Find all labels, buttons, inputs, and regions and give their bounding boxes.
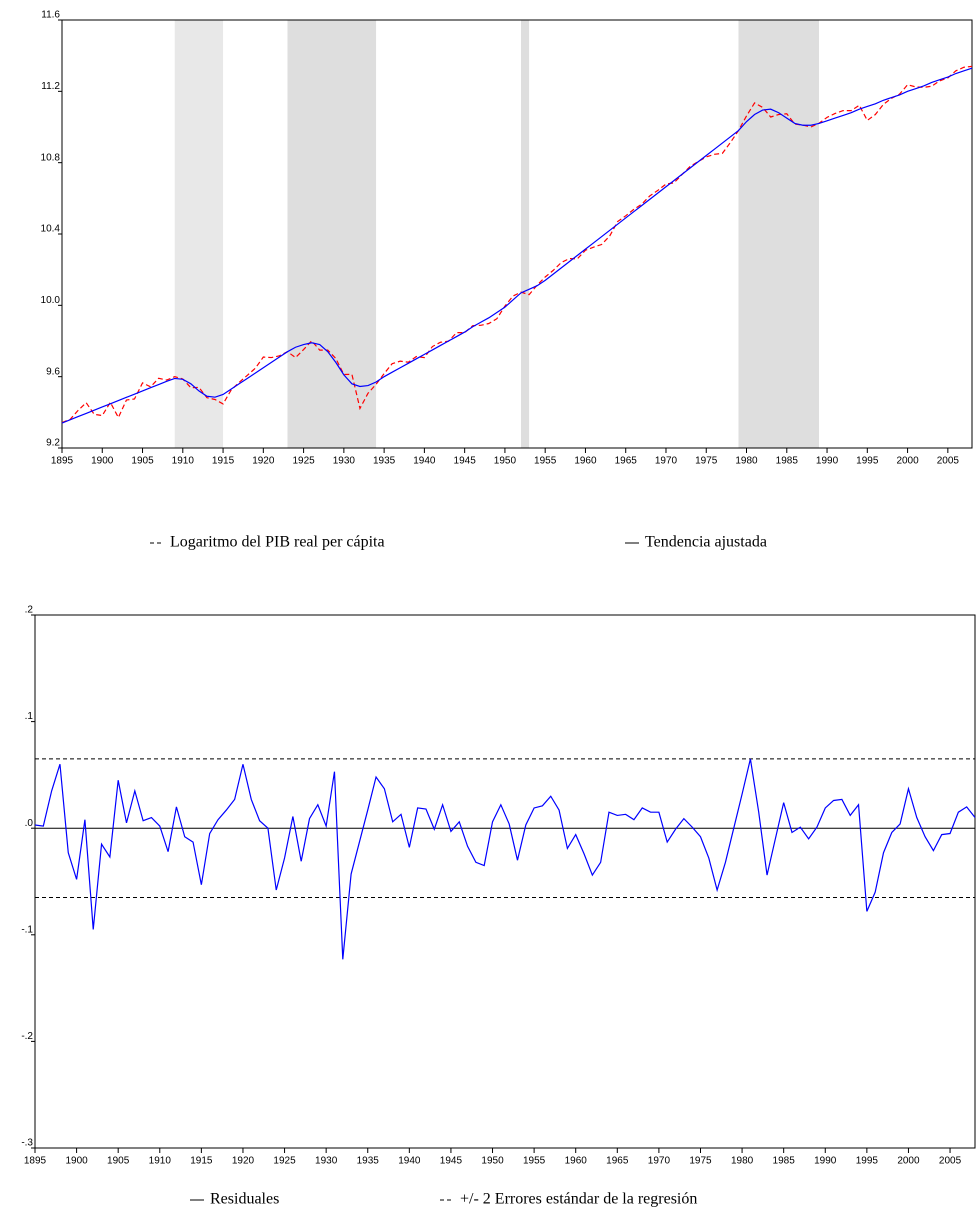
x-tick-label: 1945 [454,456,477,467]
legend-label legend: Tendencia ajustada [645,534,767,551]
x-tick-label: 1920 [252,456,275,467]
x-tick-label: 1945 [440,1156,463,1167]
x-tick-label: 2005 [939,1156,962,1167]
x-tick-label: 1940 [413,456,436,467]
x-tick-label: 1990 [814,1156,837,1167]
shaded-period [738,20,819,448]
y-tick-label: -.2 [21,1031,33,1042]
y-tick-label: -.1 [21,924,33,935]
y-tick-label: 9.2 [46,438,60,449]
legend-label legend: Residuales [210,1191,279,1208]
x-tick-label: 1965 [615,456,638,467]
legend-label legend: +/- 2 Errores estándar de la regresión [460,1191,697,1208]
legend-label legend: Logaritmo del PIB real per cápita [170,534,385,551]
x-tick-label: 1900 [91,456,114,467]
y-tick-label: 10.4 [41,224,61,235]
x-tick-label: 1920 [232,1156,255,1167]
x-tick-label: 2005 [937,456,960,467]
x-tick-label: 1910 [172,456,195,467]
shaded-period [287,20,377,448]
y-tick-label: 11.2 [41,81,60,92]
y-tick-label: 11.6 [41,10,60,21]
x-tick-label: 1955 [534,456,557,467]
x-tick-label: 1905 [107,1156,130,1167]
x-tick-label: 1995 [856,456,879,467]
series-line [34,758,976,960]
x-tick-label: 1915 [212,456,235,467]
x-tick-label: 1950 [494,456,517,467]
y-tick-label: 9.6 [46,366,60,377]
shaded-period [521,20,530,448]
x-tick-label: 2000 [896,456,919,467]
x-tick-label: 1905 [131,456,154,467]
x-tick-label: 1980 [735,456,758,467]
x-tick-label: 1930 [333,456,356,467]
series-line [61,67,973,424]
x-tick-label: 1970 [648,1156,671,1167]
x-tick-label: 1925 [273,1156,296,1167]
x-tick-label: 1915 [190,1156,213,1167]
x-tick-label: 1900 [65,1156,88,1167]
x-tick-label: 1925 [292,456,315,467]
y-tick-label: .0 [25,818,34,829]
x-tick-label: 1955 [523,1156,546,1167]
x-tick-label: 1935 [373,456,396,467]
x-tick-label: 1975 [695,456,718,467]
x-tick-label: 1910 [149,1156,172,1167]
x-tick-label: 1895 [24,1156,47,1167]
x-tick-label: 1960 [565,1156,588,1167]
x-tick-label: 1990 [816,456,839,467]
x-tick-label: 1960 [574,456,597,467]
x-tick-label: 1895 [51,456,74,467]
x-tick-label: 1975 [689,1156,712,1167]
y-tick-label: .2 [25,605,34,616]
x-tick-label: 1950 [481,1156,504,1167]
x-tick-label: 1995 [856,1156,879,1167]
shaded-period [174,20,224,448]
y-tick-label: -.3 [21,1138,33,1149]
y-tick-label: 10.8 [41,152,61,163]
x-tick-label: 1940 [398,1156,421,1167]
x-tick-label: 1985 [776,456,799,467]
x-tick-label: 2000 [897,1156,920,1167]
x-tick-label: 1935 [357,1156,380,1167]
y-tick-label: 10.0 [41,295,61,306]
x-tick-label: 1970 [655,456,678,467]
x-tick-label: 1985 [773,1156,796,1167]
plot-frame [34,614,976,1149]
x-tick-label: 1980 [731,1156,754,1167]
x-tick-label: 1965 [606,1156,629,1167]
x-tick-label: 1930 [315,1156,338,1167]
y-tick-label: .1 [25,711,34,722]
series-line [61,65,973,424]
